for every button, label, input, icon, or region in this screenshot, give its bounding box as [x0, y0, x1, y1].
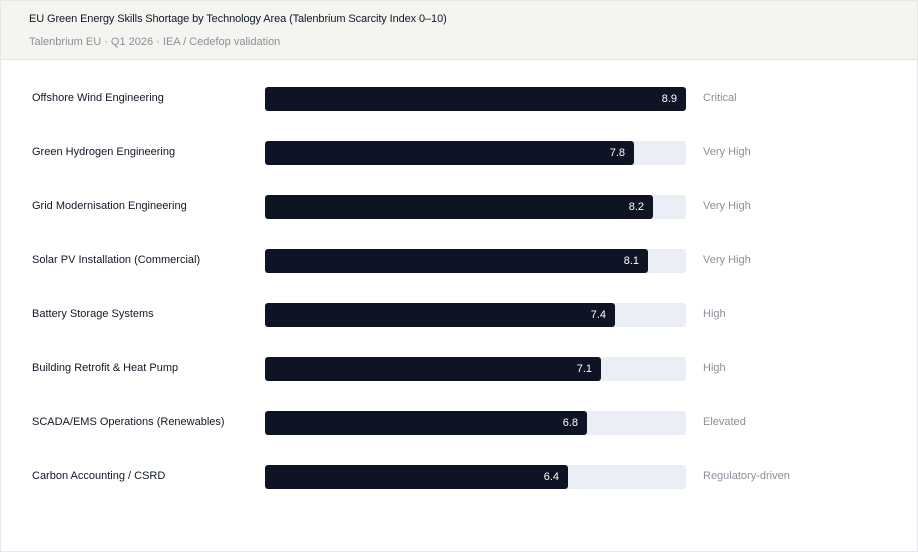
category-label: Battery Storage Systems — [32, 308, 154, 320]
bar-value-label: 7.4 — [590, 309, 606, 321]
category-label: Offshore Wind Engineering — [32, 92, 164, 104]
bar-value-label: 8.1 — [623, 255, 639, 267]
category-label: SCADA/EMS Operations (Renewables) — [32, 416, 225, 428]
bar: 7.8 — [265, 141, 634, 165]
bar-track: 7.8 — [265, 141, 686, 165]
bar: 6.8 — [265, 411, 587, 435]
chart-title: EU Green Energy Skills Shortage by Techn… — [29, 13, 447, 25]
rating-label: High — [703, 308, 726, 320]
bar-value-label: 8.9 — [661, 93, 677, 105]
bar-track: 6.4 — [265, 465, 686, 489]
rating-label: Very High — [703, 146, 751, 158]
bar: 8.1 — [265, 249, 648, 273]
chart-subtitle: Talenbrium EU · Q1 2026 · IEA / Cedefop … — [29, 36, 281, 48]
bar-track: 8.9 — [265, 87, 686, 111]
category-label: Green Hydrogen Engineering — [32, 146, 176, 158]
bar-value-label: 8.2 — [628, 201, 644, 213]
bar: 8.2 — [265, 195, 653, 219]
bar-track: 6.8 — [265, 411, 686, 435]
rating-label: Very High — [703, 254, 751, 266]
rating-label: Regulatory-driven — [703, 470, 790, 482]
category-label: Carbon Accounting / CSRD — [32, 470, 166, 482]
rating-label: High — [703, 362, 726, 374]
bar-value-label: 7.1 — [576, 363, 592, 375]
bar: 8.9 — [265, 87, 686, 111]
bar-track: 7.1 — [265, 357, 686, 381]
bar-value-label: 6.8 — [562, 417, 578, 429]
category-label: Building Retrofit & Heat Pump — [32, 362, 179, 374]
rating-label: Critical — [703, 92, 737, 104]
bar: 6.4 — [265, 465, 568, 489]
chart-header: EU Green Energy Skills Shortage by Techn… — [1, 1, 917, 60]
bar-value-label: 7.8 — [609, 147, 625, 159]
category-label: Grid Modernisation Engineering — [32, 200, 187, 212]
bar-track: 8.2 — [265, 195, 686, 219]
bar-track: 7.4 — [265, 303, 686, 327]
rating-label: Elevated — [703, 416, 746, 428]
bar-track: 8.1 — [265, 249, 686, 273]
rating-label: Very High — [703, 200, 751, 212]
bar-value-label: 6.4 — [543, 471, 559, 483]
category-label: Solar PV Installation (Commercial) — [32, 254, 201, 266]
bar: 7.1 — [265, 357, 601, 381]
bar: 7.4 — [265, 303, 615, 327]
